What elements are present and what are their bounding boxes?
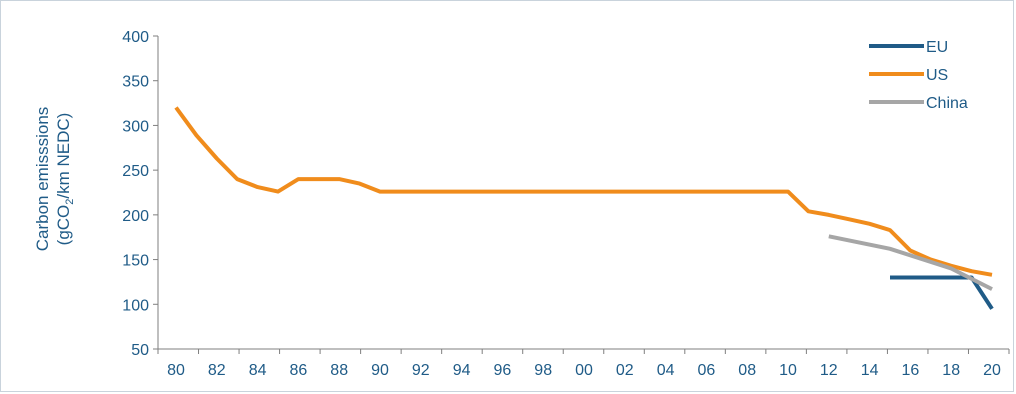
y-tick-label: 300 [122,118,149,135]
y-axis-label-line1: Carbon emisssions [33,107,52,252]
x-tick-label: 90 [371,362,389,379]
x-tick-label: 12 [820,362,838,379]
legend-label-china: China [926,95,968,112]
y-tick-label: 350 [122,74,149,91]
x-tick-label: 18 [942,362,960,379]
x-tick-label: 14 [861,362,879,379]
y-tick-label: 200 [122,208,149,225]
x-tick-label: 84 [249,362,267,379]
x-tick-label: 98 [534,362,552,379]
x-tick-label: 96 [494,362,512,379]
legend: EU US China [869,39,968,112]
x-tick-label: 88 [330,362,348,379]
x-tick-label: 08 [738,362,756,379]
y-tick-label: 150 [122,253,149,270]
chart-axes [153,35,1010,354]
legend-label-eu: EU [926,39,948,56]
x-tick-label: 02 [616,362,634,379]
series-lines [174,106,994,310]
x-tick-label: 06 [698,362,716,379]
x-tick-labels: 80 82 84 86 88 90 92 94 96 98 00 02 04 06 08 10 12 14 16 18… [167,362,1001,379]
x-tick-label: 16 [902,362,920,379]
x-tick-label: 82 [208,362,226,379]
x-tick-label: 80 [167,362,185,379]
y-axis-label-suffix: /km NEDC) [54,113,73,199]
y-axis-label-line2: (gCO2/km NEDC) [54,113,76,246]
y-tick-label: 50 [131,342,149,359]
x-tick-label: 00 [575,362,593,379]
x-tick-label: 86 [290,362,308,379]
x-tick-label: 10 [779,362,797,379]
x-tick-label: 20 [983,362,1001,379]
y-axis-label-prefix: (gCO [54,205,73,246]
y-axis-label-subscript: 2 [64,199,76,205]
series-line-china [828,234,993,291]
x-tick-label: 92 [412,362,430,379]
legend-label-us: US [926,67,948,84]
y-tick-label: 250 [122,163,149,180]
x-tick-label: 94 [453,362,471,379]
y-tick-label: 100 [122,297,149,314]
y-tick-labels: 50 100 150 200 250 300 350 400 [122,29,149,359]
x-tick-label: 04 [657,362,675,379]
y-tick-label: 400 [122,29,149,46]
series-line-us [174,106,993,277]
y-axis-label: Carbon emisssions (gCO2/km NEDC) [33,107,76,252]
